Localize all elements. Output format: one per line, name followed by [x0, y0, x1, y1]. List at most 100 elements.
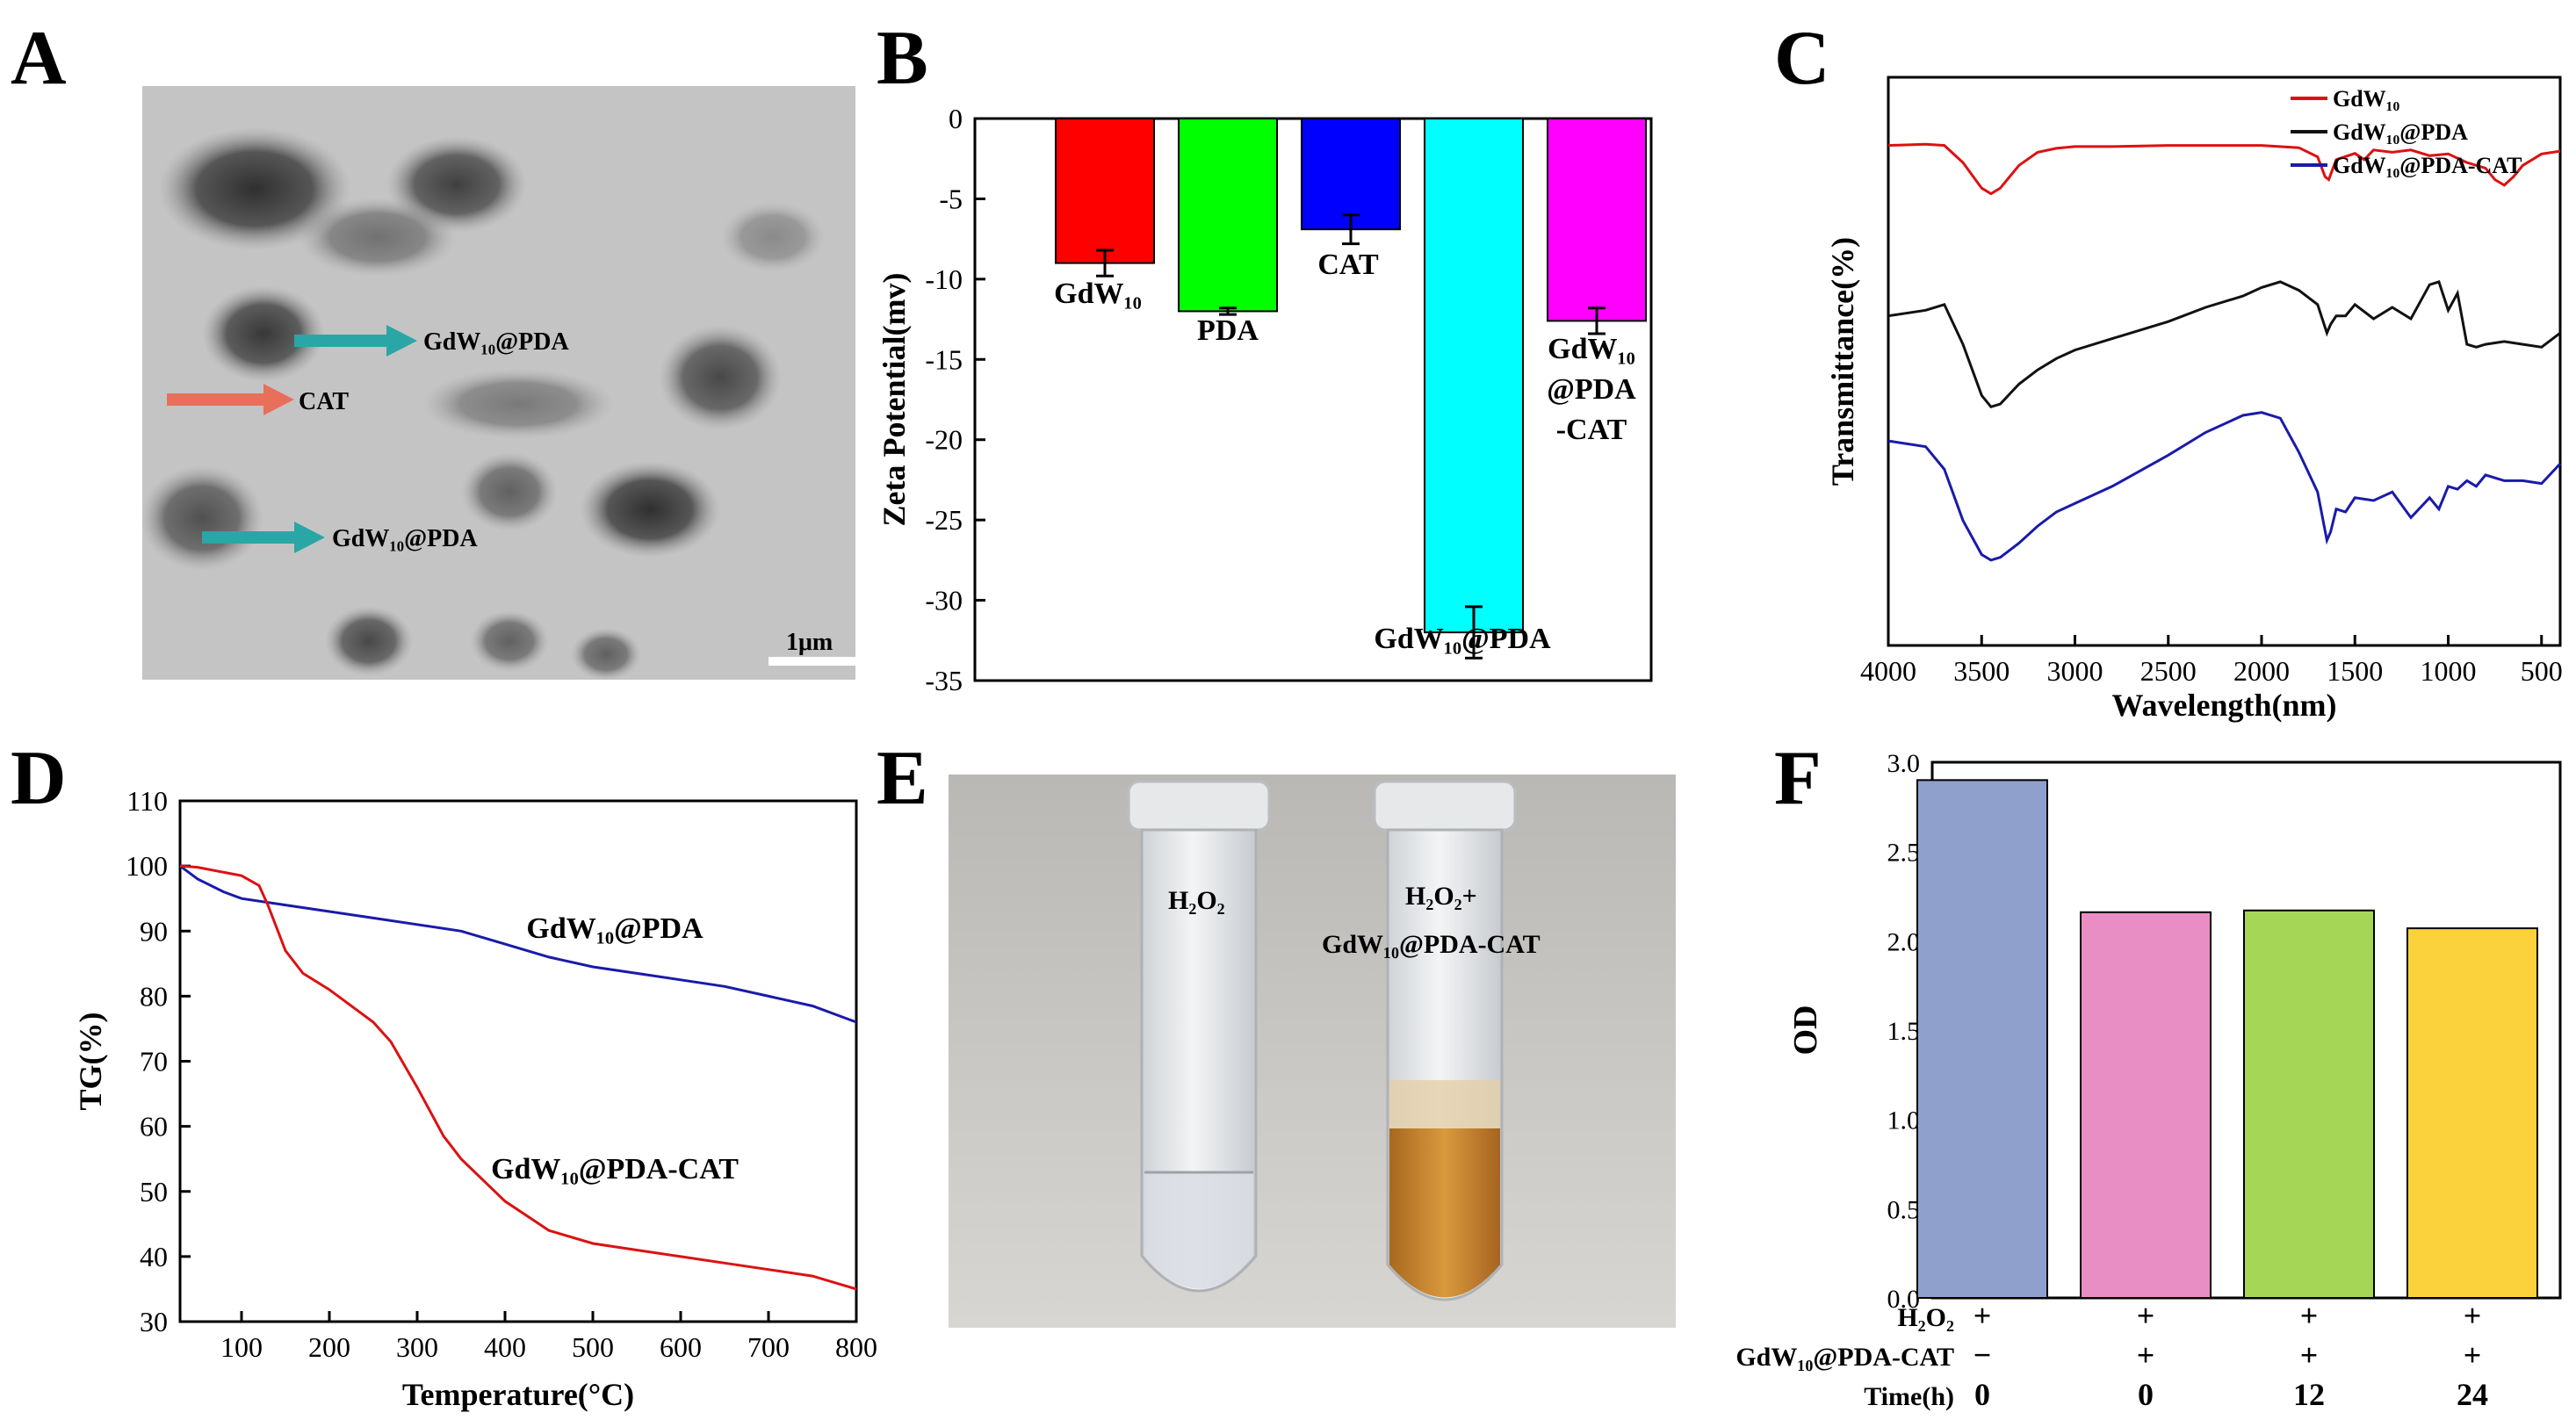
bar	[1547, 118, 1647, 322]
y-tick-label: 0.5	[1887, 1195, 1921, 1224]
condition-value: 24	[2457, 1377, 2488, 1412]
tube-h2o2-with-nanoparticles	[1373, 780, 1517, 1301]
y-tick-label: -10	[925, 263, 963, 295]
category-label: GdW₁₀@PDA	[1374, 623, 1551, 655]
condition-value: +	[2464, 1337, 2482, 1373]
series-line-0	[179, 864, 857, 1024]
y-tick-label: 90	[140, 915, 168, 947]
legend-label: GdW₁₀	[2333, 86, 2399, 112]
x-tick-label: 3500	[1953, 655, 2010, 687]
y-tick-label: -30	[925, 585, 963, 616]
y-axis-label: Transmittance(%)	[1825, 237, 1860, 486]
category-label: GdW₁₀	[1054, 277, 1142, 310]
panel-e-photo: H₂O₂ H₂O₂+ GdW₁₀@PDA-CAT	[949, 775, 1676, 1328]
y-axis-label: Zeta Potential(mv)	[877, 273, 912, 527]
bar	[2406, 927, 2538, 1299]
tube2-label-line2: GdW₁₀@PDA-CAT	[1322, 930, 1541, 959]
condition-value: +	[2137, 1298, 2155, 1333]
y-tick-label: 3.0	[1887, 749, 1921, 778]
condition-value: +	[1973, 1298, 1992, 1333]
y-tick-label: 70	[140, 1046, 168, 1077]
x-axis-label: Wavelength(nm)	[2112, 688, 2337, 723]
condition-value: +	[2300, 1337, 2319, 1373]
plot-frame	[178, 799, 858, 1323]
condition-value: −	[1973, 1337, 1992, 1373]
panel-c-ftir-chart: 4000 3500 3000 2500 2000 1500 1000 500 Wavelengt…	[1825, 76, 2563, 723]
x-tick-label: 500	[572, 1331, 614, 1363]
panel-letter-b: B	[877, 16, 928, 101]
scale-bar-label: 1μm	[786, 629, 833, 656]
bar	[1301, 118, 1401, 231]
condition-row-label: H₂O₂	[1897, 1303, 1954, 1332]
y-tick-label: 2.5	[1887, 839, 1921, 868]
bar	[1055, 118, 1155, 264]
x-tick-label: 2000	[2233, 655, 2290, 687]
series-line-1	[179, 864, 857, 1291]
bar	[1424, 118, 1524, 634]
y-tick-label: 0.0	[1887, 1285, 1921, 1314]
condition-value: 12	[2293, 1377, 2325, 1412]
x-tick-label: 2500	[2140, 655, 2197, 687]
panel-letter-e: E	[877, 736, 928, 821]
bar	[1178, 118, 1278, 313]
condition-value: +	[2300, 1298, 2319, 1333]
condition-row-label: Time(h)	[1864, 1382, 1954, 1411]
y-tick-label: 60	[140, 1111, 168, 1142]
category-label: CAT	[1317, 249, 1379, 281]
label-gdw10-pda-2: GdW₁₀@PDA	[332, 525, 479, 552]
condition-row-label: GdW₁₀@PDA-CAT	[1735, 1343, 1954, 1372]
y-tick-label: 1.5	[1887, 1017, 1921, 1046]
x-tick-label: 600	[660, 1331, 702, 1363]
y-axis-label: OD	[1787, 1005, 1824, 1056]
legend-label: GdW₁₀@PDA-CAT	[2333, 153, 2522, 178]
category-label: @PDA	[1547, 373, 1636, 406]
legend-label: GdW₁₀@PDA	[2333, 119, 2468, 145]
x-tick-label: 200	[308, 1331, 350, 1363]
category-label: PDA	[1197, 314, 1259, 347]
x-tick-label: 300	[396, 1331, 438, 1363]
y-tick-label: 50	[140, 1176, 168, 1207]
series-line-1	[1887, 280, 2561, 409]
panel-a-micrograph: GdW₁₀@PDA CAT GdW₁₀@PDA 1μm	[141, 86, 856, 681]
panel-letter-c: C	[1774, 16, 1830, 101]
label-cat: CAT	[299, 388, 349, 415]
y-tick-label: 2.0	[1887, 927, 1921, 956]
y-tick-label: 100	[126, 850, 168, 882]
tube1-label: H₂O₂	[1168, 886, 1225, 915]
x-tick-label: 500	[2521, 655, 2563, 687]
x-tick-label: 4000	[1860, 655, 1916, 687]
panel-letter-f: F	[1774, 736, 1822, 821]
tube-h2o2	[1127, 780, 1271, 1293]
condition-value: +	[2137, 1337, 2155, 1373]
y-tick-label: 80	[140, 980, 168, 1012]
condition-value: 0	[1974, 1377, 1990, 1412]
condition-value: +	[2464, 1298, 2482, 1333]
bar	[1916, 779, 2048, 1299]
panel-f-od-chart: 0.0 0.5 1.0 1.5 2.0 2.5 3.0 OD H₂O₂ + + + + GdW₁₀@PDA…	[1735, 749, 2562, 1412]
x-tick-label: 1000	[2421, 655, 2477, 687]
tube2-label-line1: H₂O₂+	[1405, 882, 1477, 911]
label-gdw10-pda-1: GdW₁₀@PDA	[423, 328, 570, 356]
y-tick-label: 1.0	[1887, 1106, 1921, 1135]
y-tick-label: 30	[140, 1306, 168, 1337]
category-label: -CAT	[1556, 414, 1627, 446]
condition-value: 0	[2138, 1377, 2154, 1412]
series-label: GdW₁₀@PDA-CAT	[491, 1153, 739, 1186]
y-tick-label: 110	[126, 785, 168, 817]
y-axis-label: TG(%)	[73, 1013, 108, 1111]
panel-d-tga-chart: 30 40 50 60 70 80 90 100 110 100 200 300 400 500 600 70…	[73, 785, 877, 1412]
x-tick-label: 100	[220, 1331, 263, 1363]
y-tick-label: -20	[925, 424, 963, 456]
series-line-0	[1887, 142, 2561, 196]
y-tick-label: -35	[925, 665, 963, 696]
y-tick-label: -15	[925, 343, 963, 375]
y-tick-label: 40	[140, 1241, 168, 1272]
x-tick-label: 3000	[2047, 655, 2103, 687]
series-label: GdW₁₀@PDA	[526, 912, 704, 945]
x-tick-label: 800	[835, 1331, 877, 1363]
bar	[2243, 909, 2375, 1300]
panel-letter-d: D	[11, 736, 67, 821]
panel-b-zeta-chart: 0 -5 -10 -15 -20 -25 -30 -35 Zeta Potential(mv) G…	[877, 103, 1653, 696]
bar	[2080, 911, 2212, 1300]
x-tick-label: 400	[484, 1331, 526, 1363]
